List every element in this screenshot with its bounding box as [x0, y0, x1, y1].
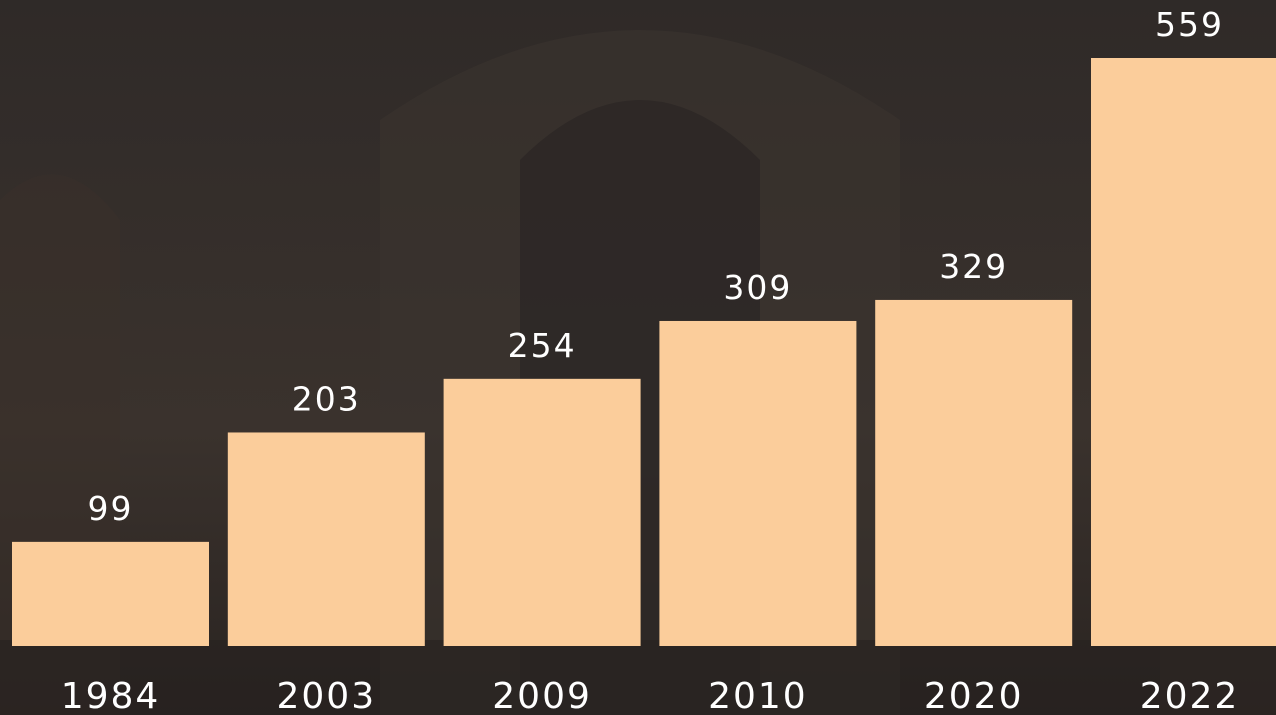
value-label: 309: [723, 268, 792, 307]
value-label: 559: [1155, 5, 1224, 44]
value-label: 99: [88, 489, 134, 528]
x-tick-label: 2020: [924, 676, 1024, 715]
bar: [444, 379, 641, 646]
bar: [228, 432, 425, 646]
value-label: 254: [508, 326, 577, 365]
value-label: 203: [292, 379, 361, 418]
bar: [12, 542, 209, 646]
bar: [659, 321, 856, 646]
bar: [1091, 58, 1276, 646]
x-tick-label: 2003: [276, 676, 376, 715]
chart: 99 1984 203 2003 254 2009 309 2010 329 2020 559 202…: [0, 0, 1276, 715]
x-tick-label: 1984: [61, 676, 161, 715]
x-tick-label: 2010: [708, 676, 808, 715]
value-label: 329: [939, 247, 1008, 286]
x-tick-label: 2009: [492, 676, 592, 715]
bar: [875, 300, 1072, 646]
x-tick-label: 2022: [1140, 676, 1240, 715]
